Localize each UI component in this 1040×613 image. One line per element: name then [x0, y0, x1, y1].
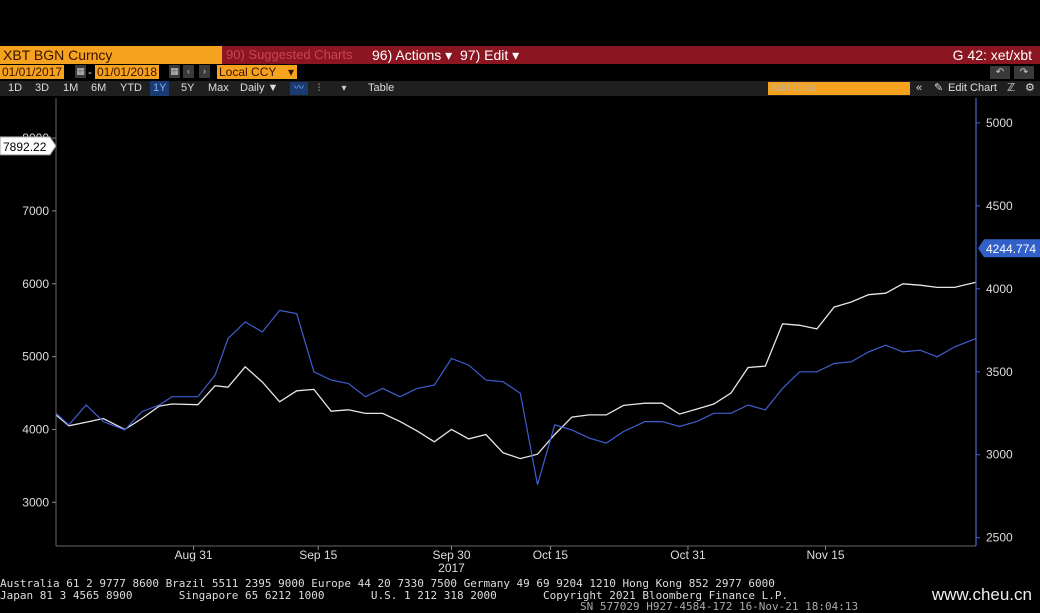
chevron-down-icon: ▾: [512, 47, 520, 63]
chart-code: G 42: xet/xbt: [952, 47, 1032, 63]
x-year-label: 2017: [438, 561, 465, 575]
x-tick-label: Sep 30: [432, 548, 470, 562]
edit-chart-button[interactable]: Edit Chart: [948, 82, 997, 94]
chevron-down-icon: ▼: [267, 82, 279, 94]
right-tick-label: 3000: [986, 448, 1013, 462]
line-chart-icon[interactable]: 〰: [290, 82, 308, 95]
end-date-input[interactable]: 01/01/2018: [95, 65, 160, 79]
bar-chart-icon[interactable]: ⫶: [317, 83, 321, 94]
left-tick-label: 5000: [22, 350, 49, 364]
period-max[interactable]: Max: [208, 82, 229, 94]
start-date-input[interactable]: 01/01/2017: [0, 65, 65, 79]
left-tick-label: 4000: [22, 422, 49, 436]
ticker-field[interactable]: XBT BGN Curncy: [0, 46, 222, 64]
x-tick-label: Oct 31: [670, 548, 706, 562]
period-1m[interactable]: 1M: [63, 82, 79, 94]
chevron-down-icon: ▾: [287, 65, 294, 79]
right-tick-label: 5000: [986, 116, 1013, 130]
chevron-down-icon: ▾: [445, 47, 453, 63]
left-last-value-tag: 7892.22: [0, 136, 57, 156]
undo-icon[interactable]: ↶: [990, 66, 1010, 79]
right-tick-label: 4000: [986, 282, 1013, 296]
right-tick-label: 3500: [986, 365, 1013, 379]
date-bar: 01/01/2017 ▦ - 01/01/2018 ▦ ‹ › Local CC…: [0, 65, 1040, 80]
actions-label: 96) Actions: [372, 47, 442, 63]
period-5y[interactable]: 5Y: [181, 82, 195, 94]
right-tag-box: [978, 239, 1040, 258]
watermark: www.cheu.cn: [931, 585, 1032, 604]
edit-menu[interactable]: 97) Edit ▾: [460, 46, 519, 64]
left-tick-label: 3000: [22, 495, 49, 509]
period-ytd[interactable]: YTD: [120, 82, 142, 94]
x-tick-label: Oct 15: [533, 548, 569, 562]
toolbar: 1D 3D 1M 6M YTD 1Y 5Y Max Daily ▼ 〰 ⫶ ▾ …: [0, 81, 1040, 96]
suggested-charts-button[interactable]: 90) Suggested Charts: [226, 47, 353, 62]
gear-icon[interactable]: ⚙: [1025, 82, 1035, 94]
table-button[interactable]: Table: [368, 82, 395, 94]
left-tag-box: [0, 136, 57, 156]
prev-period-icon[interactable]: ‹: [183, 65, 194, 78]
right-last-value-tag: 4244.774: [978, 239, 1040, 258]
date-separator: -: [88, 65, 92, 79]
period-3d[interactable]: 3D: [35, 82, 50, 94]
header-bar: XBT BGN Curncy 90) Suggested Charts 96) …: [0, 46, 1040, 64]
redo-icon[interactable]: ↷: [1014, 66, 1034, 79]
left-last-value: 7892.22: [3, 140, 47, 154]
left-tick-label: 6000: [22, 277, 49, 291]
chevron-down-icon[interactable]: ▾: [341, 83, 347, 94]
actions-menu[interactable]: 96) Actions ▾: [372, 46, 452, 64]
pencil-icon[interactable]: ✎: [934, 82, 944, 94]
footer-contacts: Australia 61 2 9777 8600 Brazil 5511 239…: [0, 577, 775, 590]
collapse-icon[interactable]: «: [916, 82, 923, 94]
currency-label: Local CCY: [219, 65, 277, 79]
white-series-line: [55, 281, 977, 460]
zoom-icon[interactable]: ℤ: [1007, 82, 1016, 94]
edit-label: 97) Edit: [460, 47, 509, 63]
period-6m[interactable]: 6M: [91, 82, 107, 94]
right-tick-label: 4500: [986, 199, 1013, 213]
period-1d[interactable]: 1D: [8, 82, 23, 94]
blue-series-line: [55, 309, 977, 485]
currency-select[interactable]: Local CCY ▾: [217, 65, 297, 79]
footer-copyright: Japan 81 3 4565 8900 Singapore 65 6212 1…: [0, 589, 789, 602]
add-data-input[interactable]: Add Data: [768, 82, 910, 95]
x-tick-label: Aug 31: [175, 548, 213, 562]
x-tick-label: Sep 15: [299, 548, 337, 562]
frequency-select[interactable]: Daily ▼: [240, 81, 278, 96]
period-1y[interactable]: 1Y: [150, 81, 170, 96]
left-tick-label: 7000: [22, 204, 49, 218]
next-period-icon[interactable]: ›: [199, 65, 210, 78]
calendar-icon[interactable]: ▦: [75, 65, 86, 78]
calendar-icon[interactable]: ▦: [169, 65, 180, 78]
x-tick-label: Nov 15: [807, 548, 845, 562]
frequency-label: Daily: [240, 82, 265, 94]
right-tick-label: 2500: [986, 531, 1013, 545]
right-last-value: 4244.774: [986, 242, 1036, 256]
